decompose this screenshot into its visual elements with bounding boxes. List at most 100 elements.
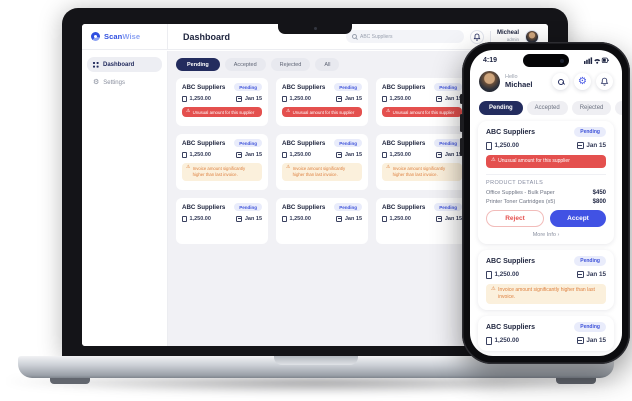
laptop-lid-notch: [274, 356, 358, 365]
phone-volume-down-button: [459, 138, 463, 156]
invoice-card[interactable]: ABC Suppliers Pending 1,250.00 Jan 15 ⚠Inv…: [276, 134, 368, 190]
settings-button[interactable]: ⚙: [574, 73, 591, 90]
calendar-icon: [576, 271, 584, 279]
tab-accepted[interactable]: Accepted: [224, 58, 266, 71]
sidebar-item-label: Dashboard: [103, 61, 135, 68]
receipt-icon: [182, 151, 187, 158]
date-text: Jan 15: [244, 151, 262, 158]
more-info-link[interactable]: More Info ›: [486, 232, 606, 238]
invoice-card[interactable]: ABC Suppliers Pending 1,250.00 Jan 15: [276, 198, 368, 244]
invoice-amount: 1,250.00: [382, 215, 411, 222]
unusual-amount-alert: ⚠Unusual amount for this supplier: [182, 107, 262, 118]
phone-mute-switch: [459, 94, 463, 104]
invoice-date: Jan 15: [336, 95, 362, 102]
date-text: Jan 15: [586, 271, 606, 279]
invoice-date: Jan 15: [576, 271, 606, 279]
warning-icon: ⚠: [286, 108, 291, 114]
reject-button[interactable]: Reject: [486, 210, 544, 227]
search-input[interactable]: [359, 33, 458, 40]
invoice-date: Jan 15: [576, 142, 606, 150]
alert-text: Unusual amount for this supplier: [392, 109, 455, 115]
invoice-amount: 1,250.00: [182, 215, 211, 222]
supplier-name: ABC Suppliers: [282, 83, 326, 91]
product-name: Office Supplies - Bulk Paper: [486, 189, 555, 196]
invoice-card[interactable]: ABC Suppliers Pending 1,250.00 Jan 15 ⚠Inv…: [176, 134, 268, 190]
supplier-name: ABC Suppliers: [486, 323, 536, 331]
tab-all[interactable]: All: [315, 58, 340, 71]
phone-mockup: 4:19: [459, 42, 630, 364]
sidebar-item-dashboard[interactable]: Dashboard: [87, 57, 162, 72]
calendar-icon: [336, 151, 343, 158]
calendar-icon: [576, 142, 584, 150]
dynamic-island: [523, 54, 569, 67]
calendar-icon: [236, 215, 243, 222]
invoice-card[interactable]: ABC Suppliers Pending 1,250.00 Jan 15: [176, 198, 268, 244]
invoice-date: Jan 15: [436, 95, 462, 102]
tab-rejected[interactable]: Rejected: [571, 101, 612, 115]
chevron-right-icon: ›: [557, 232, 560, 238]
receipt-icon: [486, 271, 492, 279]
tab-pending[interactable]: Pending: [479, 101, 523, 115]
invoice-amount: 1,250.00: [182, 151, 211, 158]
phone-filter-tabs: Pending Accepted Rejected All: [470, 92, 622, 115]
amount-text: 1,250.00: [289, 151, 311, 158]
unusual-amount-alert: ⚠Unusual amount for this supplier: [282, 107, 362, 118]
invoice-card-expanded[interactable]: ABC Suppliers Pending 1,250.00 Jan 15 ⚠ Unu…: [478, 121, 614, 244]
status-badge: Pending: [574, 127, 606, 137]
notifications-button[interactable]: [469, 29, 484, 44]
invoice-amount: 1,250.00: [182, 95, 211, 102]
laptop-foot: [50, 378, 90, 384]
supplier-name: ABC Suppliers: [182, 139, 226, 147]
status-badge: Pending: [334, 83, 362, 91]
dashboard-grid-icon: [93, 61, 99, 68]
date-text: Jan 15: [244, 95, 262, 102]
invoice-card[interactable]: ABC Suppliers Pending 1,250.00 Jan 15 ⚠Inv…: [376, 134, 468, 190]
brand-name-a: Scan: [104, 32, 123, 41]
invoice-card[interactable]: ABC Suppliers Pending 1,250.00 Jan 15 ⚠Unu…: [276, 78, 368, 126]
product-price: $800: [592, 199, 606, 205]
gear-icon: ⚙: [578, 75, 587, 87]
invoice-card[interactable]: ABC Suppliers Pending 1,250.00 Jan 15: [478, 316, 614, 351]
receipt-icon: [382, 95, 387, 102]
amount-text: 1,250.00: [189, 215, 211, 222]
receipt-icon: [486, 142, 492, 150]
invoice-date: Jan 15: [436, 151, 462, 158]
amount-text: 1,250.00: [189, 151, 211, 158]
sidebar-item-settings[interactable]: ⚙ Settings: [87, 75, 162, 90]
date-text: Jan 15: [344, 151, 362, 158]
user-role: admin: [506, 37, 519, 43]
amount-text: 1,250.00: [494, 271, 520, 279]
supplier-name: ABC Suppliers: [486, 257, 536, 265]
invoice-card[interactable]: ABC Suppliers Pending 1,250.00 Jan 15 ⚠Unu…: [376, 78, 468, 126]
invoice-card[interactable]: ABC Suppliers Pending 1,250.00 Jan 15 ⚠Inv…: [478, 250, 614, 310]
invoice-card[interactable]: ABC Suppliers Pending 1,250.00 Jan 15 ⚠Unu…: [176, 78, 268, 126]
tab-rejected[interactable]: Rejected: [270, 58, 311, 71]
laptop-camera-notch: [278, 24, 352, 34]
date-text: Jan 15: [444, 151, 462, 158]
status-badge: Pending: [334, 203, 362, 211]
laptop-topbar: ScanWise Dashboard Micheal admin: [82, 24, 548, 50]
tab-pending[interactable]: Pending: [176, 58, 220, 71]
amount-text: 1,250.00: [389, 215, 411, 222]
search-bar[interactable]: [345, 30, 464, 43]
notifications-button[interactable]: [596, 73, 613, 90]
status-badge: Pending: [334, 139, 362, 147]
supplier-name: ABC Suppliers: [486, 128, 536, 136]
invoice-card[interactable]: ABC Suppliers Pending 1,250.00 Jan 15: [376, 198, 468, 244]
calendar-icon: [236, 95, 243, 102]
tab-all[interactable]: All: [615, 101, 622, 115]
date-text: Jan 15: [444, 95, 462, 102]
search-button[interactable]: [552, 73, 569, 90]
invoice-amount: 1,250.00: [486, 142, 519, 150]
avatar[interactable]: [479, 71, 500, 92]
card-actions: Reject Accept: [486, 210, 606, 227]
brand-name: ScanWise: [104, 32, 140, 41]
invoice-date: Jan 15: [336, 151, 362, 158]
supplier-name: ABC Suppliers: [382, 203, 426, 211]
tab-accepted[interactable]: Accepted: [526, 101, 568, 115]
product-row: Office Supplies - Bulk Paper $450: [486, 190, 606, 196]
higher-invoice-alert: ⚠Invoice amount significantly higher tha…: [382, 163, 462, 181]
amount-text: 1,250.00: [289, 215, 311, 222]
accept-button[interactable]: Accept: [550, 210, 606, 227]
warning-icon: ⚠: [491, 286, 496, 292]
